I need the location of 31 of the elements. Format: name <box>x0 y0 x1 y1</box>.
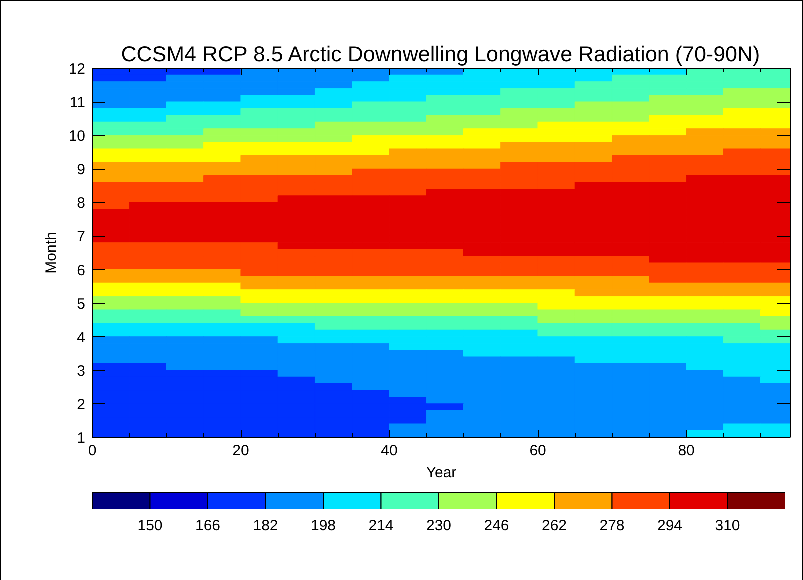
color-bar-label: 278 <box>600 518 625 534</box>
x-tick-label: 20 <box>232 442 250 460</box>
color-bar-label: 310 <box>715 518 740 534</box>
y-tick-label: 1 <box>77 430 86 447</box>
y-tick-label: 4 <box>77 329 86 346</box>
color-bar-label: 262 <box>542 518 568 534</box>
color-bar-label: 230 <box>426 518 452 534</box>
color-bar-label: 198 <box>310 518 336 534</box>
x-axis-title: Year <box>426 464 457 482</box>
color-bar-label: 182 <box>253 518 278 534</box>
y-tick-label: 10 <box>68 128 86 146</box>
y-axis-title: Month <box>42 232 60 274</box>
y-tick-label: 5 <box>77 296 86 313</box>
y-tick-label: 2 <box>77 396 86 414</box>
color-bar-label: 246 <box>484 518 510 534</box>
y-tick-label: 8 <box>77 195 86 212</box>
y-tick-label: 7 <box>77 228 86 246</box>
x-tick-label: 0 <box>88 442 97 460</box>
color-bar-label: 214 <box>368 518 394 534</box>
y-tick-label: 3 <box>77 362 86 380</box>
x-tick-label: 40 <box>381 442 398 460</box>
y-tick-label: 9 <box>77 162 86 179</box>
y-tick-label: 11 <box>70 94 86 112</box>
color-bar-label: 294 <box>657 518 683 534</box>
x-tick-label: 80 <box>678 442 695 460</box>
chart-title: CCSM4 RCP 8.5 Arctic Downwelling Longwave Radiation (70-90N) <box>121 42 760 66</box>
y-tick-label: 6 <box>77 262 86 280</box>
x-tick-label: 60 <box>530 442 546 460</box>
color-bar-label: 150 <box>138 518 163 534</box>
color-bar-label: 166 <box>195 518 221 534</box>
y-tick-label: 12 <box>68 61 86 78</box>
